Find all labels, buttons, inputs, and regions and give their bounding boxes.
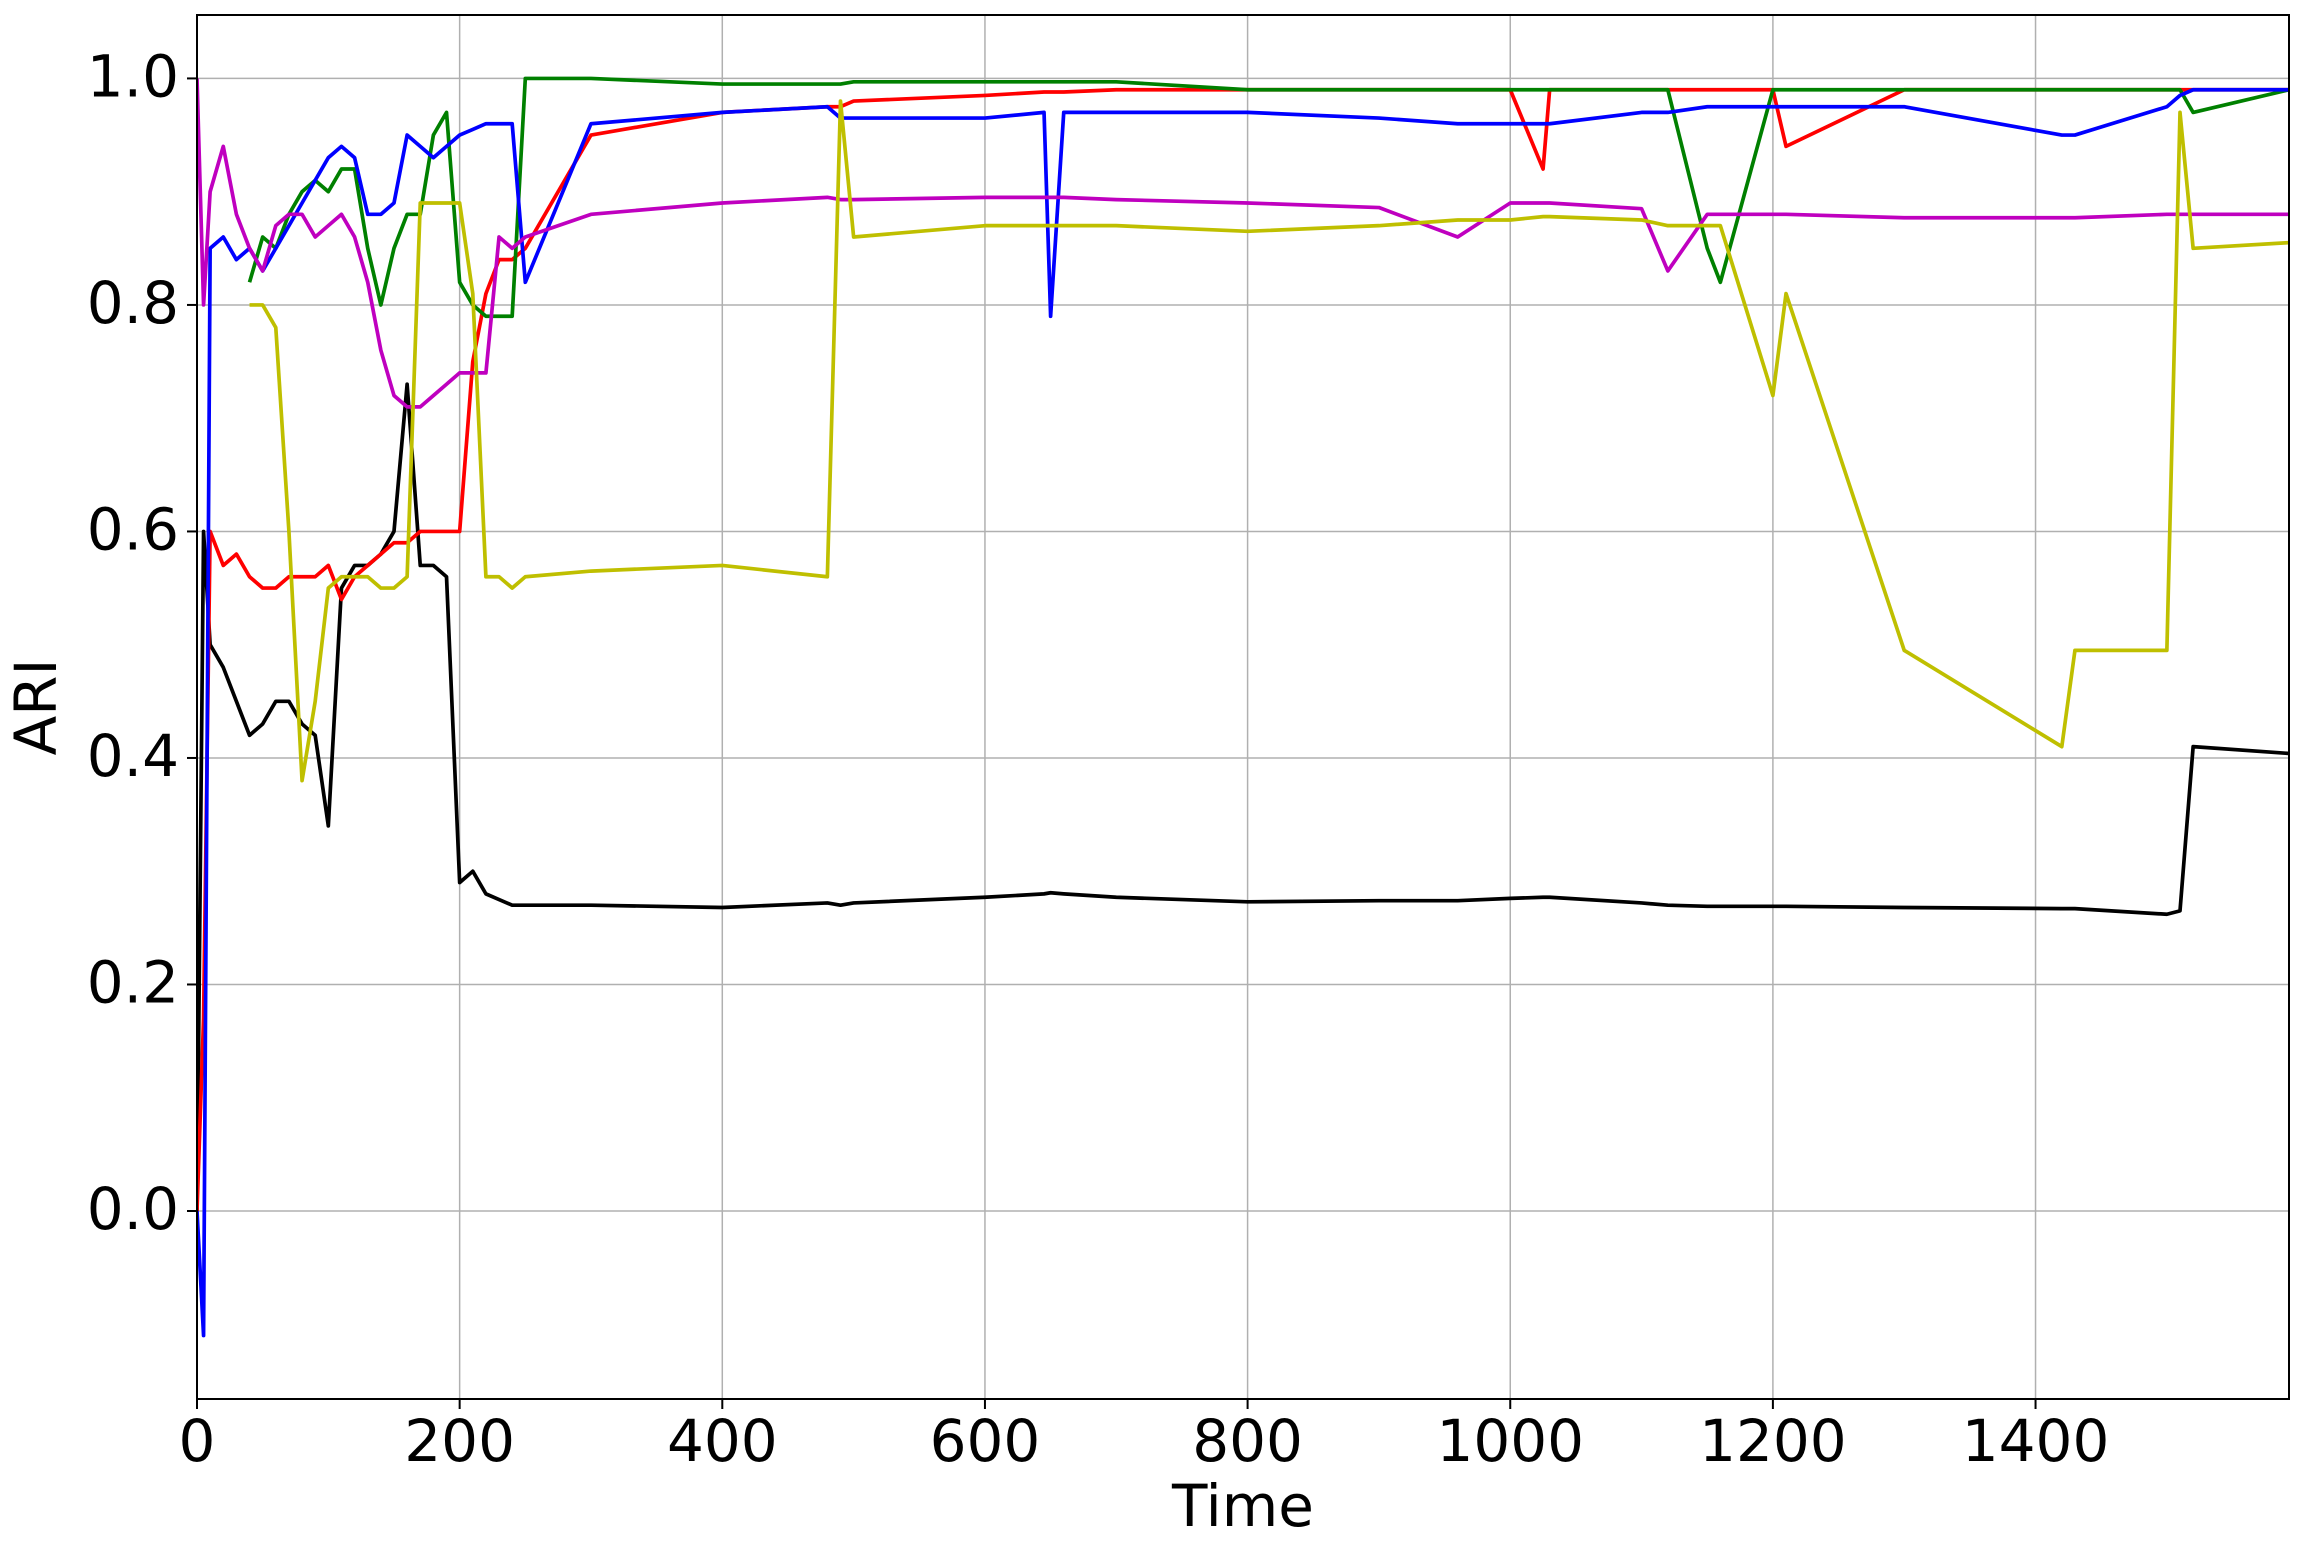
x-tick-label: 800	[1192, 1407, 1303, 1475]
y-tick-label: 0.2	[87, 949, 179, 1017]
x-tick-label: 600	[930, 1407, 1041, 1475]
series-line	[197, 382, 2289, 1212]
series-line	[247, 76, 2289, 319]
y-axis-label: ARI	[2, 658, 70, 755]
x-tick-label: 1000	[1436, 1407, 1584, 1475]
series-line	[249, 99, 2289, 783]
y-tick-label: 1.0	[87, 43, 179, 111]
plot-frame	[196, 14, 2290, 1400]
x-tick-label: 0	[179, 1407, 216, 1475]
series-line	[197, 87, 2289, 1338]
x-tick-label: 400	[667, 1407, 778, 1475]
x-tick-label: 200	[404, 1407, 515, 1475]
y-tick-label: 0.0	[87, 1175, 179, 1243]
x-axis-label: Time	[1171, 1472, 1314, 1540]
series-line	[197, 87, 2289, 1212]
x-tick-label: 1200	[1699, 1407, 1847, 1475]
y-tick-label: 0.4	[87, 722, 179, 790]
x-tick-label: 1400	[1962, 1407, 2110, 1475]
y-tick-label: 0.6	[87, 496, 179, 564]
y-tick-label: 0.8	[87, 269, 179, 337]
series-line	[197, 78, 2289, 409]
